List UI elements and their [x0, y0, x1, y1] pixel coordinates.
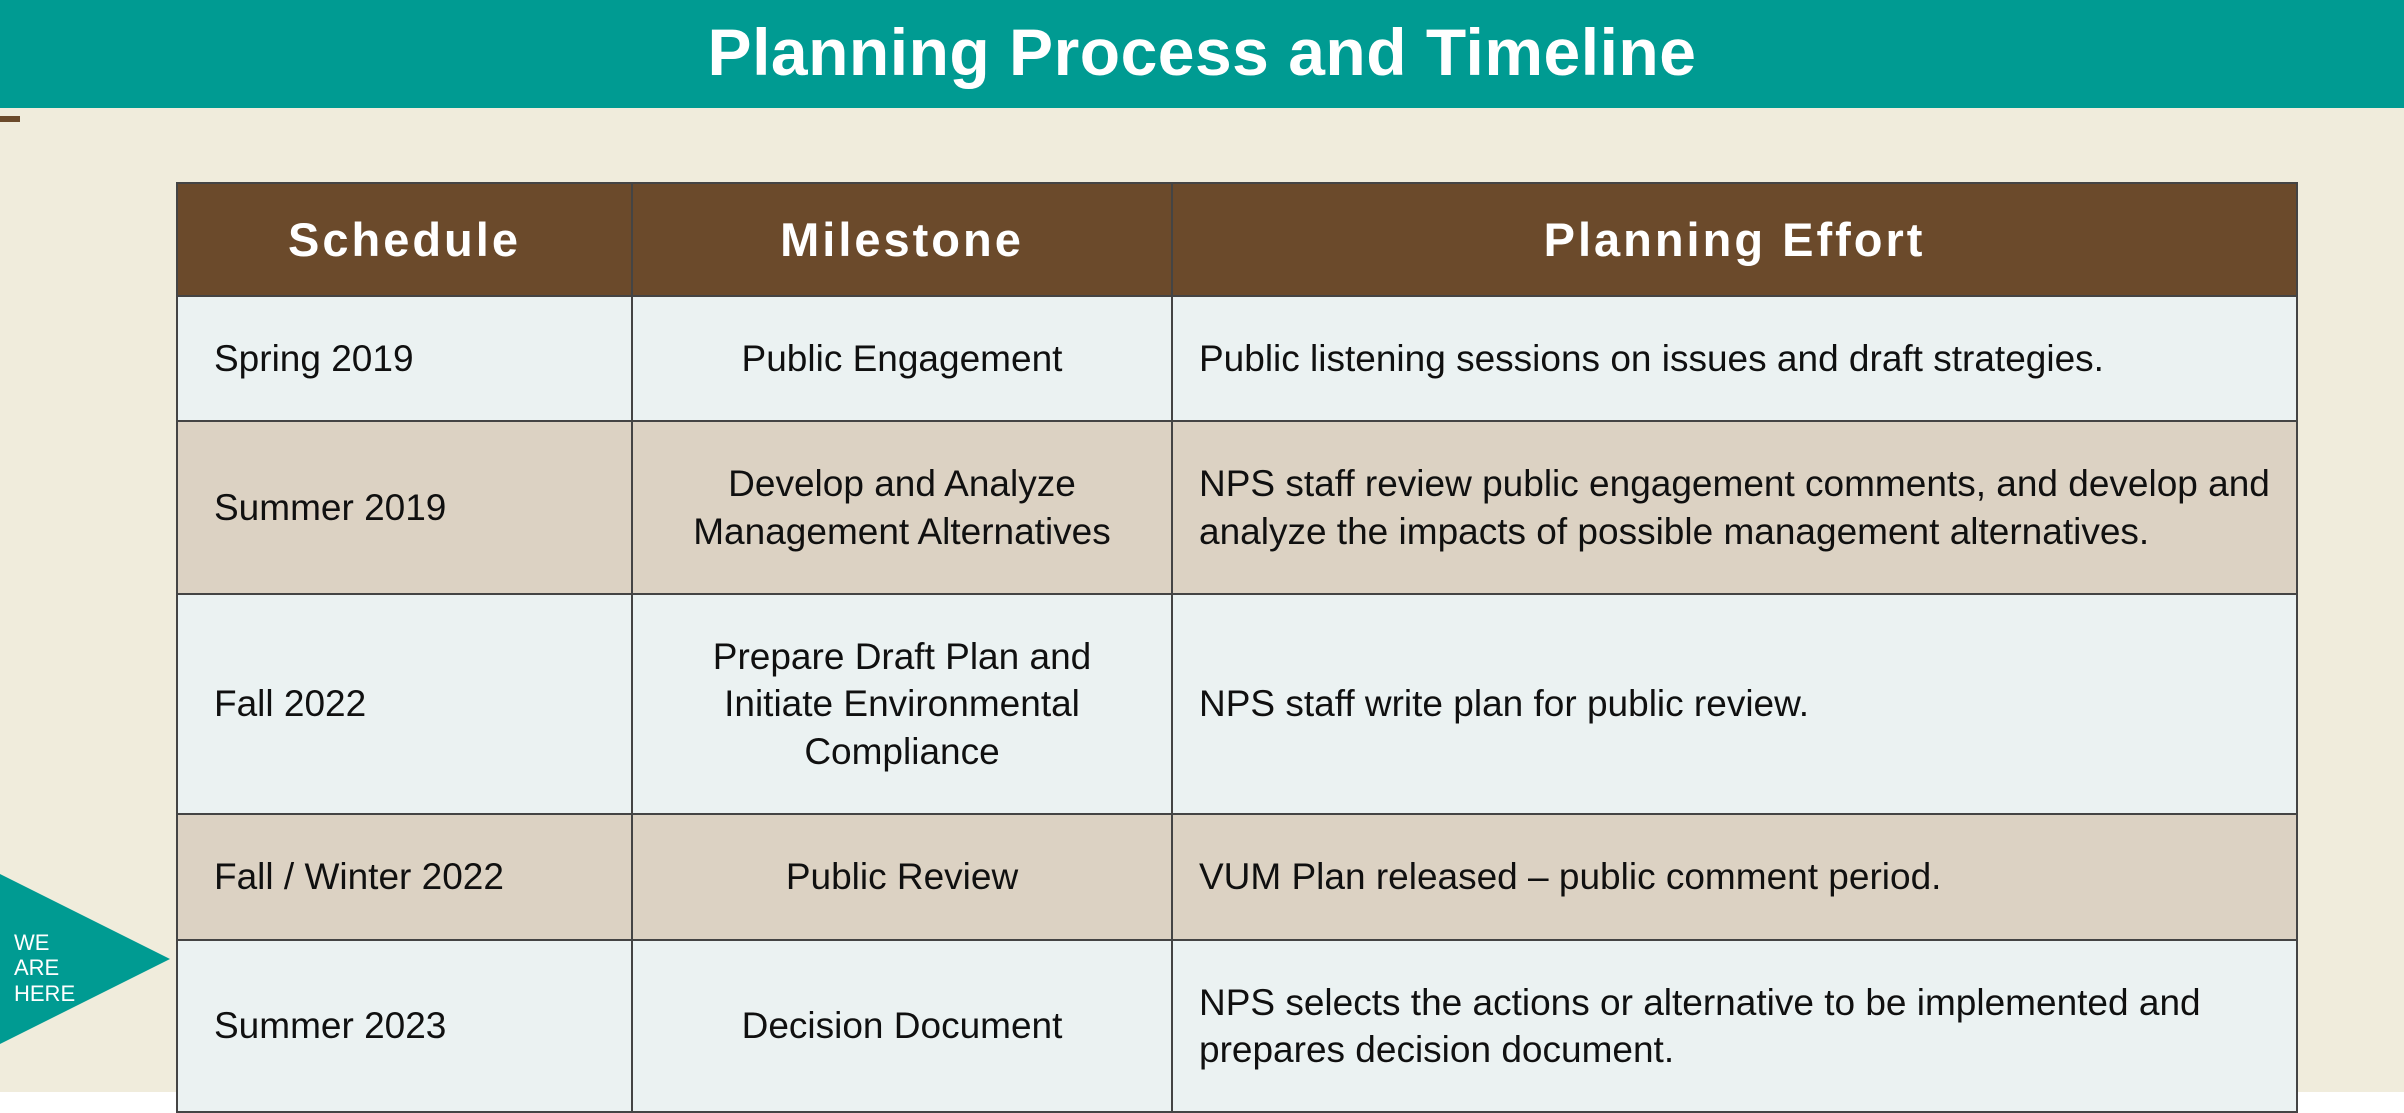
col-header-milestone: Milestone: [632, 183, 1172, 296]
table-header: Schedule Milestone Planning Effort: [177, 183, 2297, 296]
cell-schedule: Summer 2019: [177, 421, 632, 594]
marker-label-line1: WE: [14, 930, 75, 955]
marker-label-line2: ARE: [14, 955, 75, 980]
page-title: Planning Process and Timeline: [708, 15, 1697, 89]
timeline-table-wrap: Schedule Milestone Planning Effort Sprin…: [176, 182, 2298, 1113]
table-row: Fall / Winter 2022Public ReviewVUM Plan …: [177, 814, 2297, 939]
table-body: Spring 2019Public EngagementPublic liste…: [177, 296, 2297, 1112]
cell-schedule: Spring 2019: [177, 296, 632, 421]
table-header-row: Schedule Milestone Planning Effort: [177, 183, 2297, 296]
cell-milestone: Public Review: [632, 814, 1172, 939]
cell-effort: NPS selects the actions or alternative t…: [1172, 940, 2297, 1113]
marker-label-line3: HERE: [14, 981, 75, 1006]
we-are-here-marker: WE ARE HERE: [0, 874, 170, 1044]
table-row: Spring 2019Public EngagementPublic liste…: [177, 296, 2297, 421]
cell-schedule: Fall / Winter 2022: [177, 814, 632, 939]
cell-effort: NPS staff review public engagement comme…: [1172, 421, 2297, 594]
cell-milestone: Prepare Draft Plan and Initiate Environm…: [632, 594, 1172, 814]
timeline-table: Schedule Milestone Planning Effort Sprin…: [176, 182, 2298, 1113]
cell-schedule: Fall 2022: [177, 594, 632, 814]
col-header-effort: Planning Effort: [1172, 183, 2297, 296]
table-row: Summer 2023Decision DocumentNPS selects …: [177, 940, 2297, 1113]
table-row: Fall 2022Prepare Draft Plan and Initiate…: [177, 594, 2297, 814]
col-header-schedule: Schedule: [177, 183, 632, 296]
table-row: Summer 2019Develop and Analyze Managemen…: [177, 421, 2297, 594]
cell-effort: Public listening sessions on issues and …: [1172, 296, 2297, 421]
title-bar-accent: [0, 116, 20, 122]
marker-label: WE ARE HERE: [14, 930, 75, 1006]
cell-milestone: Public Engagement: [632, 296, 1172, 421]
cell-effort: NPS staff write plan for public review.: [1172, 594, 2297, 814]
cell-effort: VUM Plan released – public comment perio…: [1172, 814, 2297, 939]
cell-milestone: Decision Document: [632, 940, 1172, 1113]
cell-milestone: Develop and Analyze Management Alternati…: [632, 421, 1172, 594]
page-container: Planning Process and Timeline Schedule M…: [0, 0, 2404, 1092]
page-title-bar: Planning Process and Timeline: [0, 0, 2404, 108]
cell-schedule: Summer 2023: [177, 940, 632, 1113]
